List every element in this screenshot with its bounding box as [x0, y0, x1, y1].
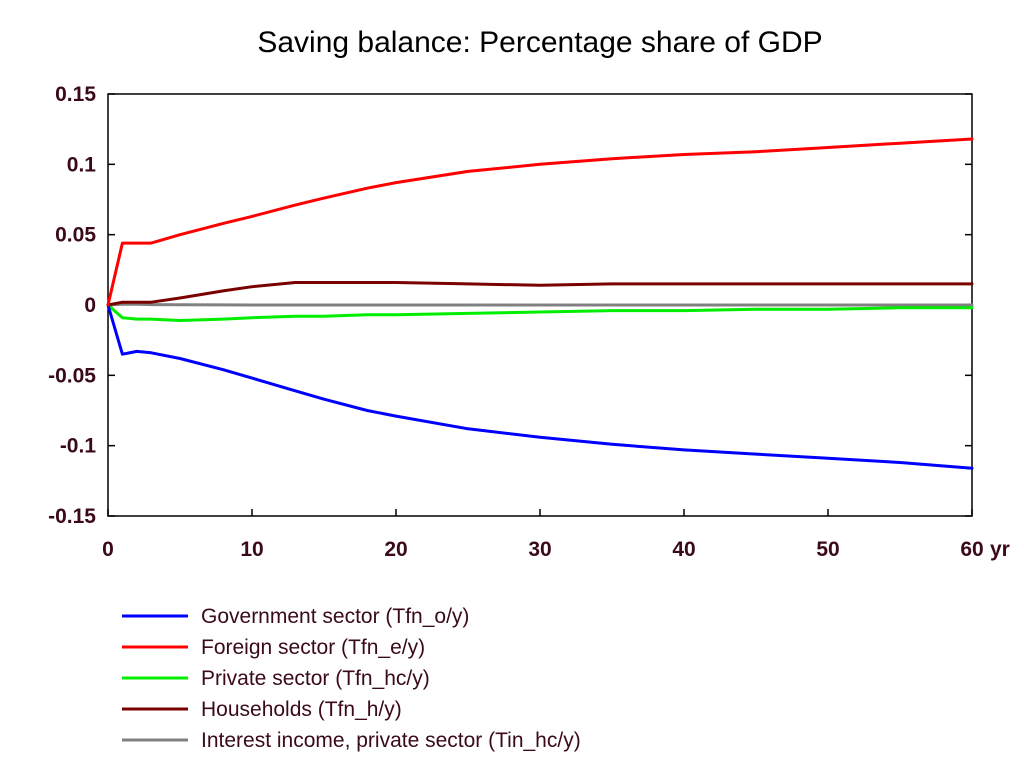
y-tick-label: -0.05: [48, 364, 96, 387]
x-unit-label: yr: [990, 538, 1010, 561]
y-tick-label: -0.1: [60, 435, 97, 458]
y-tick-label: 0.15: [55, 83, 96, 106]
y-tick-label: 0: [84, 294, 96, 317]
x-tick-label: 40: [672, 538, 695, 561]
x-tick-label: 10: [240, 538, 263, 561]
series-line-government: [106, 303, 974, 470]
chart-title: Saving balance: Percentage share of GDP: [257, 26, 822, 59]
series-lines: [106, 137, 974, 470]
x-tick-label: 30: [528, 538, 551, 561]
series-line-households: [106, 281, 974, 307]
legend-label-government: Government sector (Tfn_o/y): [201, 605, 469, 628]
y-tick-label: 0.05: [55, 224, 96, 247]
y-tick-label: 0.1: [67, 153, 97, 176]
series-line-interest: [106, 302, 974, 307]
axes: 0.15 0.1 0.05 0 -0.05 -0.1 -0.15 0 10 20 30 40 50 60 y…: [48, 83, 1010, 561]
series-line-private: [106, 303, 974, 322]
series-line-foreign: [106, 137, 974, 307]
legend-label-households: Households (Tfn_h/y): [201, 698, 402, 721]
legend: Government sector (Tfn_o/y) Foreign secto…: [122, 605, 581, 752]
legend-label-interest: Interest income, private sector (Tin_hc/…: [201, 729, 581, 752]
x-tick-label: 20: [384, 538, 407, 561]
legend-label-private: Private sector (Tfn_hc/y): [201, 667, 430, 690]
x-tick-label: 0: [102, 538, 114, 561]
legend-label-foreign: Foreign sector (Tfn_e/y): [201, 636, 425, 659]
x-tick-label: 50: [816, 538, 839, 561]
y-tick-label: -0.15: [48, 505, 96, 528]
x-tick-label: 60: [960, 538, 983, 561]
